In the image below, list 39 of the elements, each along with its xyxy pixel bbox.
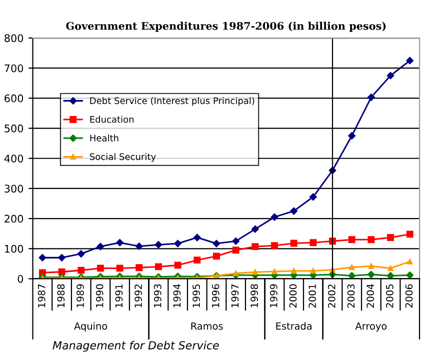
y-tick-label: 800	[4, 34, 24, 42]
y-tick-label: 500	[4, 124, 24, 132]
x-tick-label: 1994	[173, 284, 181, 308]
x-tick-label: 2004	[366, 284, 374, 308]
y-tick-label: 600	[4, 94, 24, 102]
legend-label: Education	[90, 116, 134, 123]
legend-label: Social Security	[90, 153, 156, 162]
x-tick-label: 1991	[115, 284, 123, 308]
y-tick-label: 400	[4, 154, 24, 162]
x-tick-label: 2002	[328, 284, 336, 308]
text: Aquino	[74, 322, 108, 332]
text: Ramos	[191, 322, 223, 330]
x-tick-label: 1996	[212, 284, 220, 308]
y-tick-label: 700	[4, 64, 24, 72]
y-tick-label: 200	[4, 214, 24, 223]
x-tick-label: 2006	[405, 284, 413, 308]
chart-title: Government Expenditures 1987-2006 (in billion pesos)	[66, 22, 386, 32]
legend-label: Health	[90, 134, 118, 142]
x-tick-label: 1995	[192, 284, 200, 308]
text: Arroyo	[355, 322, 387, 332]
x-tick-label: 1990	[96, 284, 104, 308]
legend-label: Debt Service (Interest plus Principal)	[90, 97, 254, 106]
x-tick-label: 2003	[347, 284, 355, 308]
x-tick-label: 1992	[134, 284, 142, 308]
y-tick-label: 0	[18, 274, 24, 283]
x-tick-label: 1997	[231, 284, 239, 308]
x-tick-label: 1993	[154, 284, 162, 308]
y-tick-label: 100	[5, 244, 24, 253]
y-tick-label: 300	[4, 184, 24, 193]
x-tick-label: 1987	[38, 284, 46, 308]
x-tick-label: 1999	[270, 284, 278, 308]
x-tick-label: 2001	[308, 284, 316, 308]
x-tick-label: 1998	[250, 284, 258, 308]
x-tick-label: 2005	[386, 284, 394, 308]
x-tick-label: 2000	[289, 284, 297, 308]
x-tick-label: 1988	[57, 284, 65, 308]
x-tick-label: 1989	[76, 284, 84, 308]
text: Management for Debt Service	[52, 340, 219, 352]
text: Estrada	[276, 322, 312, 330]
